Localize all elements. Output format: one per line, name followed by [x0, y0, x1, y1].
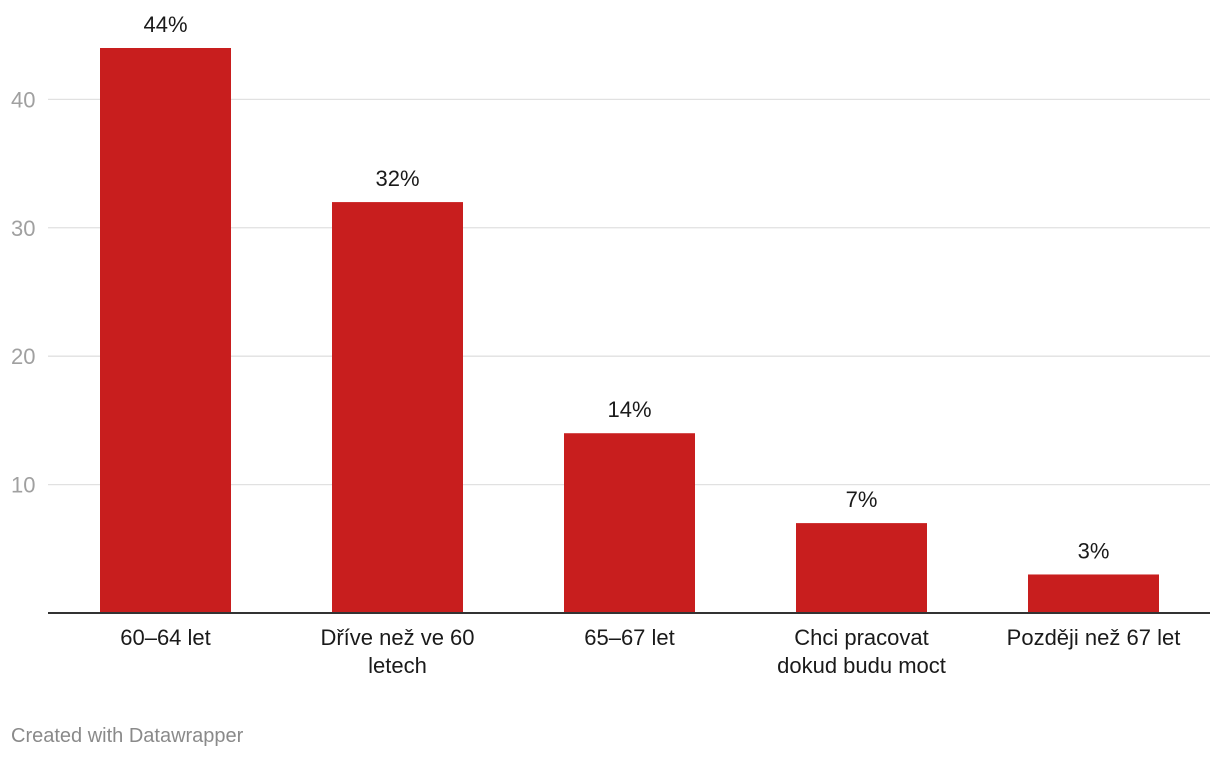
bar — [100, 48, 231, 613]
x-category-label-line: Chci pracovat — [794, 625, 929, 650]
y-axis-ticks: 10 20 30 40 — [11, 87, 35, 497]
x-category-label: Chci pracovat dokud budu moct — [777, 625, 946, 678]
x-category-label: 60–64 let — [120, 625, 211, 650]
x-category-label: Později než 67 let — [1007, 625, 1181, 650]
y-tick-label: 10 — [11, 473, 35, 498]
x-category-label-line: dokud budu moct — [777, 653, 946, 678]
x-category-label: 65–67 let — [584, 625, 675, 650]
x-category-label-line: Později než 67 let — [1007, 625, 1181, 650]
datawrapper-credit: Created with Datawrapper — [11, 725, 244, 747]
bar-value-label: 3% — [1078, 538, 1110, 563]
bar — [796, 523, 927, 613]
x-category-label-line: 60–64 let — [120, 625, 211, 650]
x-category-label: Dříve než ve 60 letech — [320, 625, 474, 678]
bar-value-label: 44% — [143, 12, 187, 37]
bar-chart: 10 20 30 40 44% 32% 14% 7% 3% 60–64 let Dříve ne… — [11, 12, 1210, 678]
x-category-label-line: 65–67 let — [584, 625, 675, 650]
x-category-label-line: Dříve než ve 60 — [320, 625, 474, 650]
y-tick-label: 40 — [11, 87, 35, 112]
bar — [564, 433, 695, 613]
bar — [1028, 574, 1159, 613]
x-category-label-line: letech — [368, 653, 427, 678]
y-tick-label: 30 — [11, 216, 35, 241]
x-axis-categories: 60–64 let Dříve než ve 60 letech 65–67 let C… — [120, 625, 1180, 678]
y-tick-label: 20 — [11, 344, 35, 369]
bar — [332, 202, 463, 613]
bar-value-label: 32% — [375, 166, 419, 191]
bars — [100, 48, 1159, 613]
value-labels: 44% 32% 14% 7% 3% — [143, 12, 1109, 563]
bar-value-label: 14% — [607, 397, 651, 422]
bar-value-label: 7% — [846, 487, 878, 512]
